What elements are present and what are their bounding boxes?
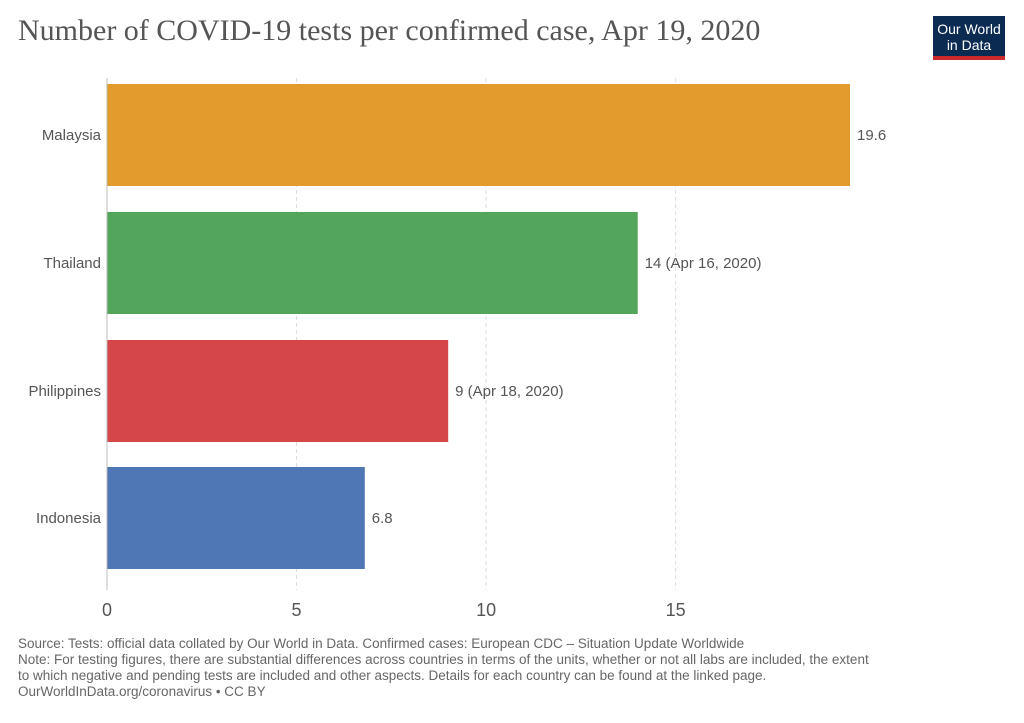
category-label: Philippines xyxy=(28,383,101,400)
credit-link[interactable]: OurWorldInData.org/coronavirus • CC BY xyxy=(18,684,266,699)
category-label: Indonesia xyxy=(36,510,102,527)
bar xyxy=(107,340,449,442)
logo-line-1: Our World xyxy=(937,21,1001,37)
bar xyxy=(107,467,365,569)
x-tick-label: 0 xyxy=(102,600,112,620)
owid-logo[interactable]: Our World in Data xyxy=(933,16,1005,60)
x-tick-label: 5 xyxy=(292,600,302,620)
note-text-line-1: Note: For testing figures, there are sub… xyxy=(18,652,869,667)
data-label: 19.6 xyxy=(857,127,886,144)
bar xyxy=(107,84,850,186)
chart-title: Number of COVID-19 tests per confirmed c… xyxy=(18,14,761,47)
category-label: Malaysia xyxy=(42,127,102,144)
source-text: Source: Tests: official data collated by… xyxy=(18,636,745,651)
x-tick-label: 10 xyxy=(476,600,496,620)
category-label: Thailand xyxy=(43,255,101,272)
note-text-line-2: to which negative and pending tests are … xyxy=(18,668,767,683)
chart-footer: Source: Tests: official data collated by… xyxy=(18,636,1008,700)
bar xyxy=(107,212,638,314)
data-label: 14 (Apr 16, 2020) xyxy=(645,255,762,272)
bar-chart: 0 5 10 15 Malaysia 19.6 Thailand 14 (Apr 16, 20… xyxy=(28,78,886,620)
data-label: 9 (Apr 18, 2020) xyxy=(455,383,563,400)
data-label: 6.8 xyxy=(372,510,393,527)
logo-line-2: in Data xyxy=(946,37,992,53)
x-tick-label: 15 xyxy=(666,600,686,620)
